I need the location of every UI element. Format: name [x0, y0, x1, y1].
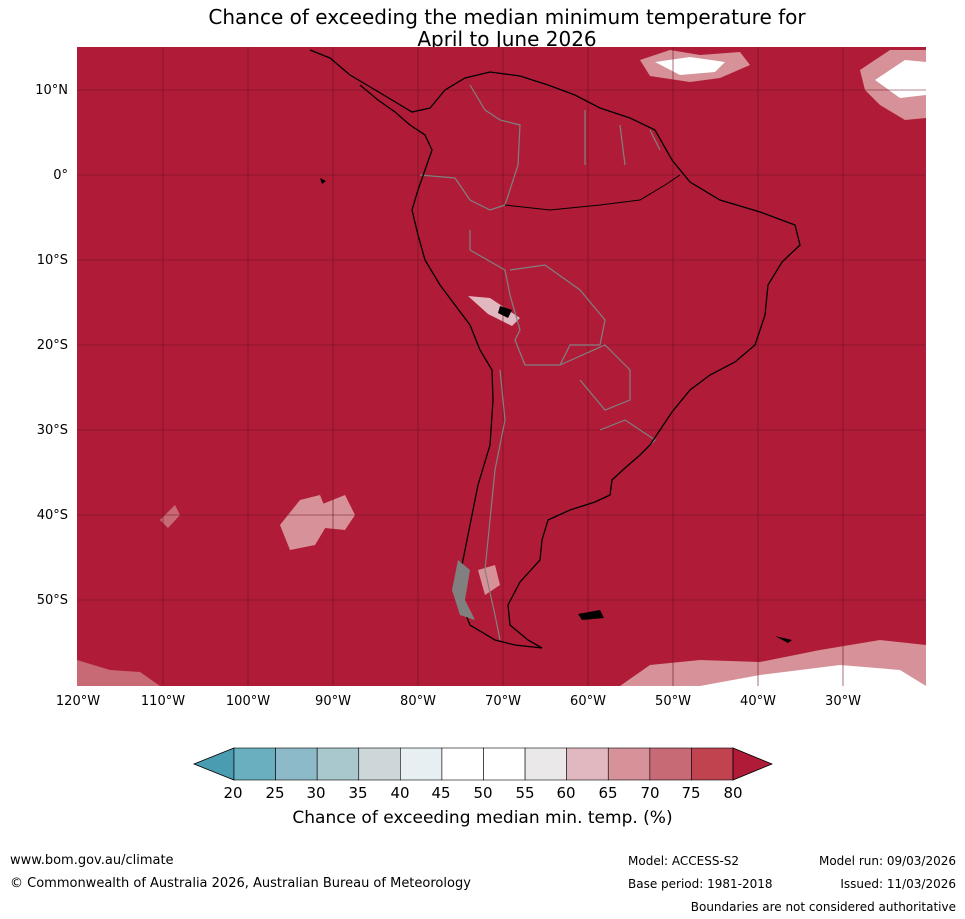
south-america-coastline: [309, 49, 801, 649]
colorbar-segment-50-55: [483, 747, 526, 781]
issued-text: Issued: 11/03/2026: [840, 877, 956, 891]
patch-south-pacific-1: [280, 495, 330, 550]
lat-label-0: 0°: [53, 168, 68, 183]
colorbar-segment-55-60: [524, 747, 567, 781]
lat-label-50s: 50°S: [36, 593, 68, 608]
patch-south-pacific-3: [160, 505, 180, 528]
lon-label-40w: 40°W: [740, 694, 776, 709]
border-peru-brazil: [469, 230, 521, 341]
south-georgia: [775, 636, 792, 643]
colorbar-tick-35: 35: [348, 784, 368, 802]
patch-south-atlantic-core: [700, 665, 926, 686]
colorbar-segment-75-80: [691, 747, 734, 781]
colorbar-tick-65: 65: [598, 784, 618, 802]
lat-label-30s: 30°S: [36, 423, 68, 438]
border-bolivia: [509, 264, 606, 366]
colorbar-tick-30: 30: [306, 784, 326, 802]
colorbar-tick-40: 40: [390, 784, 410, 802]
falkland-islands: [578, 610, 604, 620]
map-title-line1: Chance of exceeding the median minimum t…: [208, 5, 806, 29]
colorbar-tick-55: 55: [515, 784, 535, 802]
colorbar-tick-60: 60: [556, 784, 576, 802]
lat-label-40s: 40°S: [36, 508, 68, 523]
model-run-text: Model run: 09/03/2026: [818, 854, 956, 868]
lat-label-20s: 20°S: [36, 338, 68, 353]
patch-north-atlantic-2-core: [875, 60, 926, 98]
lon-label-80w: 80°W: [400, 694, 436, 709]
chile-archipelago: [452, 560, 475, 620]
lon-label-50w: 50°W: [655, 694, 691, 709]
colorbar-title: Chance of exceeding median min. temp. (%…: [292, 808, 673, 828]
colorbar-tick-70: 70: [640, 784, 660, 802]
galapagos-islands: [320, 178, 326, 184]
colorbar-segment-40-45: [400, 747, 443, 781]
patch-patagonia: [478, 565, 500, 595]
colorbar-tick-25: 25: [265, 784, 285, 802]
disclaimer-text: Boundaries are not considered authoritat…: [690, 900, 956, 914]
anomaly-patches: [77, 50, 926, 686]
lon-label-30w: 30°W: [825, 694, 861, 709]
country-borders: [419, 84, 661, 641]
colorbar-tick-80: 80: [723, 784, 743, 802]
colorbar-segment-35-40: [358, 747, 401, 781]
colorbar-under-arrow: [192, 747, 235, 781]
copyright-text: © Commonwealth of Australia 2026, Austra…: [10, 876, 471, 891]
patch-southern-ocean-west: [77, 660, 160, 686]
border-chile-argentina: [484, 369, 506, 641]
colorbar-over-arrow: [732, 747, 774, 781]
colorbar-segment-45-50: [441, 747, 484, 781]
patch-south-pacific-2: [320, 495, 355, 530]
border-guianas: [584, 110, 661, 166]
map-title-line2: April to June 2026: [417, 27, 597, 51]
patch-altiplano: [468, 296, 520, 326]
website-link[interactable]: www.bom.gov.au/climate: [10, 853, 174, 868]
colorbar-segment-65-70: [607, 747, 651, 781]
colorbar-segment-20-25: [233, 747, 276, 781]
lake-titicaca: [498, 306, 512, 318]
colorbar-segment-30-35: [316, 747, 360, 781]
base-period-text: Base period: 1981-2018: [628, 877, 773, 891]
lat-label-10n: 10°N: [35, 83, 68, 98]
colorbar-tick-45: 45: [431, 784, 451, 802]
patch-north-atlantic-1-core: [655, 57, 725, 75]
map-plot: [77, 47, 926, 686]
lat-label-10s: 10°S: [36, 253, 68, 268]
colorbar-segment-25-30: [275, 747, 318, 781]
border-ecuador-peru: [419, 174, 506, 211]
border-colombia-venezuela: [469, 84, 521, 206]
border-paraguay: [559, 344, 631, 411]
colorbar-tick-75: 75: [681, 784, 701, 802]
model-text: Model: ACCESS-S2: [628, 854, 740, 868]
colorbar-tick-50: 50: [473, 784, 493, 802]
lon-label-60w: 60°W: [570, 694, 606, 709]
colorbar-segment-70-75: [649, 747, 692, 781]
map-background: [77, 47, 926, 686]
colorbar-tick-20: 20: [223, 784, 243, 802]
lon-label-110w: 110°W: [140, 694, 186, 709]
lon-label-120w: 120°W: [55, 694, 101, 709]
lon-label-70w: 70°W: [485, 694, 521, 709]
lon-label-100w: 100°W: [225, 694, 271, 709]
lon-label-90w: 90°W: [315, 694, 351, 709]
colorbar-segments: [233, 747, 734, 781]
colorbar-segment-60-65: [566, 747, 609, 781]
amazon-river: [504, 174, 681, 211]
